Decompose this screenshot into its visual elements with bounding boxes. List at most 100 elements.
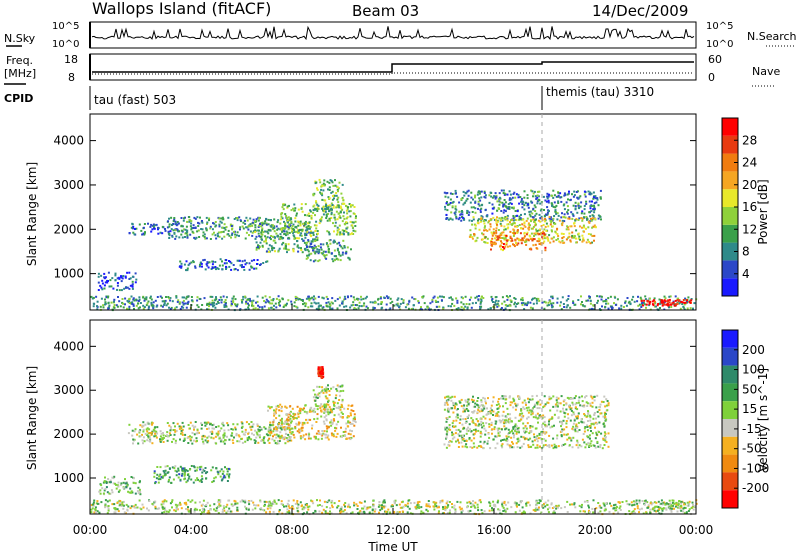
heatmap-cell — [352, 419, 355, 422]
heatmap-cell — [211, 424, 214, 427]
heatmap-cell — [227, 216, 230, 219]
heatmap-cell — [286, 251, 288, 254]
heatmap-cell — [473, 410, 476, 413]
heatmap-cell — [468, 437, 471, 439]
heatmap-cell — [333, 239, 336, 242]
heatmap-cell — [559, 421, 562, 424]
heatmap-cell — [522, 218, 525, 221]
heatmap-cell — [586, 429, 589, 432]
heatmap-cell — [517, 395, 520, 398]
heatmap-cell — [153, 435, 156, 438]
heatmap-cell — [577, 202, 580, 205]
heatmap-cell — [514, 305, 517, 308]
heatmap-cell — [223, 442, 226, 445]
heatmap-cell — [683, 308, 686, 311]
heatmap-cell — [573, 419, 576, 422]
heatmap-cell — [338, 233, 341, 236]
heatmap-cell — [249, 217, 252, 220]
heatmap-cell — [476, 420, 479, 423]
heatmap-cell — [509, 221, 511, 224]
heatmap-cell — [251, 224, 254, 227]
heatmap-cell — [341, 233, 343, 236]
heatmap-cell — [460, 398, 463, 401]
heatmap-cell — [443, 443, 446, 446]
heatmap-cell — [222, 218, 225, 221]
heatmap-cell — [327, 426, 330, 429]
heatmap-cell — [541, 232, 544, 235]
heatmap-cell — [223, 227, 226, 230]
heatmap-cell — [594, 446, 597, 449]
heatmap-cell — [349, 412, 352, 415]
heatmap-cell — [155, 305, 158, 308]
heatmap-cell — [494, 296, 497, 299]
heatmap-cell — [310, 230, 312, 233]
heatmap-cell — [136, 433, 139, 436]
heatmap-cell — [247, 304, 250, 307]
heatmap-cell — [312, 231, 315, 234]
heatmap-cell — [460, 210, 463, 213]
heatmap-cell — [320, 437, 323, 440]
heatmap-cell — [284, 225, 287, 227]
heatmap-cell — [518, 419, 521, 422]
heatmap-cell — [215, 432, 218, 435]
heatmap-cell — [336, 307, 339, 310]
heatmap-cell — [286, 219, 289, 222]
heatmap-cell — [406, 303, 409, 306]
heatmap-cell — [454, 432, 457, 435]
heatmap-cell — [330, 301, 333, 304]
heatmap-cell — [474, 296, 477, 299]
heatmap-cell — [544, 246, 547, 249]
heatmap-cell — [116, 282, 119, 284]
heatmap-cell — [607, 404, 610, 407]
heatmap-cell — [271, 424, 274, 427]
heatmap-cell — [322, 250, 325, 253]
heatmap-cell — [553, 201, 556, 204]
heatmap-cell — [520, 435, 523, 438]
heatmap-cell — [548, 434, 551, 437]
heatmap-cell — [547, 401, 550, 404]
heatmap-cell — [319, 405, 321, 408]
heatmap-cell — [292, 416, 295, 419]
heatmap-cell — [341, 398, 344, 401]
heatmap-cell — [690, 299, 693, 302]
heatmap-cell — [295, 212, 298, 215]
heatmap-cell — [557, 214, 560, 217]
heatmap-cell — [549, 426, 552, 429]
heatmap-cell — [326, 427, 329, 430]
heatmap-cell — [343, 245, 346, 247]
heatmap-cell — [638, 303, 641, 306]
heatmap-cell — [131, 283, 134, 286]
heatmap-cell — [182, 425, 185, 428]
heatmap-cell — [683, 301, 686, 304]
heatmap-cell — [93, 302, 96, 305]
heatmap-cell — [323, 422, 326, 425]
heatmap-cell — [163, 302, 166, 305]
heatmap-cell — [545, 213, 548, 216]
heatmap-cell — [263, 305, 266, 308]
heatmap-cell — [450, 305, 452, 308]
heatmap-cell — [231, 439, 234, 442]
heatmap-cell — [343, 222, 346, 225]
heatmap-cell — [642, 301, 645, 304]
heatmap-cell — [563, 208, 566, 211]
heatmap-cell — [181, 431, 184, 434]
heatmap-cell — [575, 423, 578, 426]
heatmap-cell — [544, 249, 547, 252]
heatmap-cell — [273, 427, 276, 430]
heatmap-cell — [423, 302, 426, 305]
heatmap-cell — [648, 304, 651, 307]
heatmap-cell — [270, 225, 273, 228]
heatmap-cell — [571, 427, 574, 430]
heatmap-cell — [301, 429, 304, 432]
heatmap-cell — [323, 179, 326, 182]
heatmap-cell — [571, 446, 574, 449]
heatmap-cell — [503, 234, 506, 237]
heatmap-cell — [174, 469, 177, 472]
heatmap-cell — [281, 243, 284, 246]
heatmap-cell — [282, 437, 284, 440]
heatmap-cell — [263, 426, 266, 429]
heatmap-cell — [550, 295, 553, 298]
heatmap-cell — [515, 193, 518, 196]
heatmap-cell — [186, 303, 189, 305]
heatmap-cell — [527, 203, 529, 206]
